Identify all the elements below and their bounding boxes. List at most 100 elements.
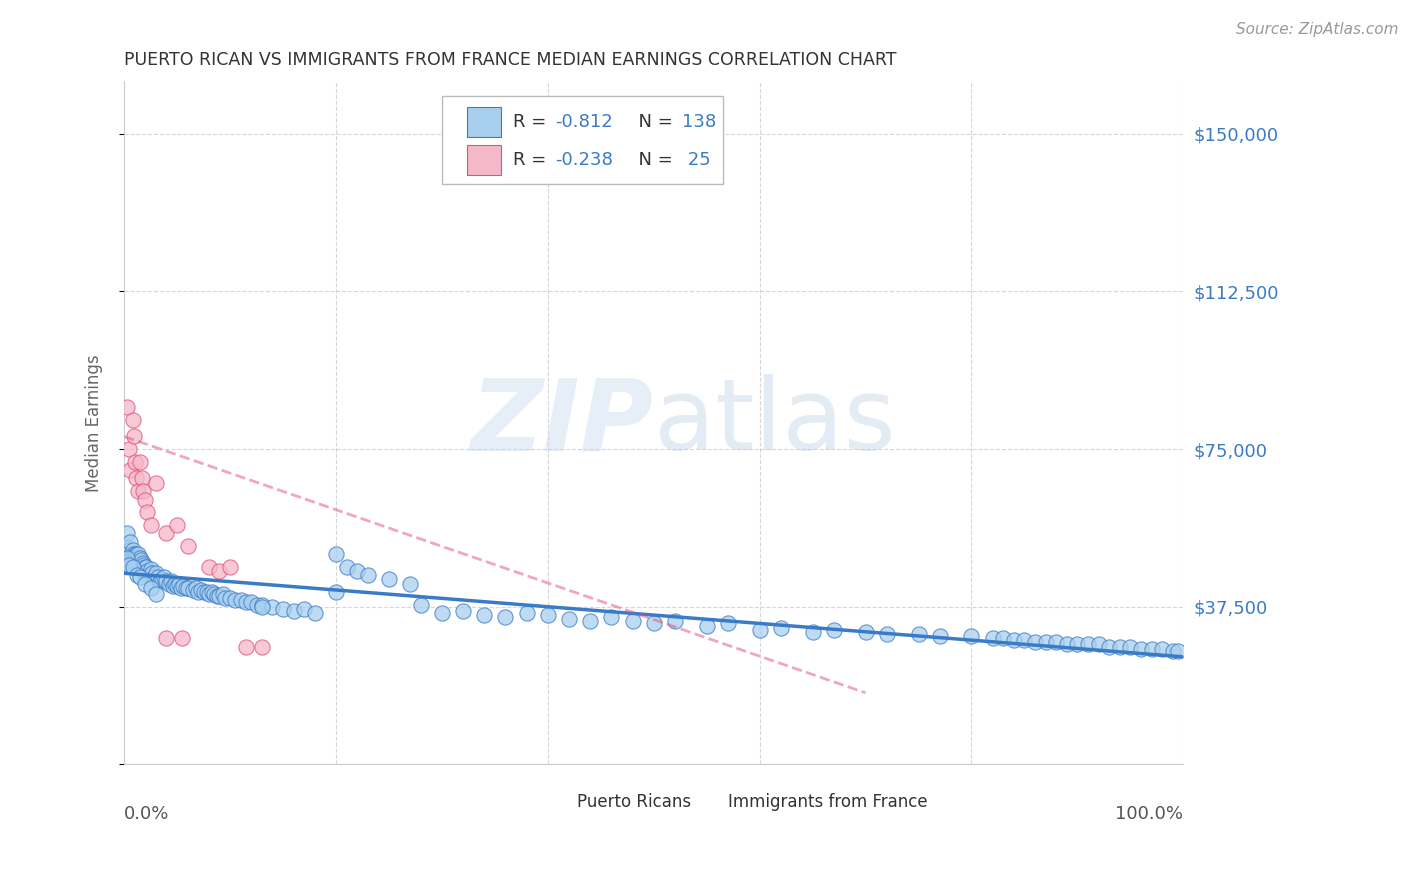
Point [378, 573, 401, 587]
Point [292, 601, 315, 615]
Point [240, 595, 263, 609]
Point [1087, 638, 1109, 652]
Point [129, 570, 152, 584]
Point [124, 558, 146, 572]
Point [134, 576, 156, 591]
Point [516, 606, 538, 620]
Point [121, 556, 143, 570]
Point [1066, 638, 1088, 652]
Text: -0.812: -0.812 [555, 113, 613, 131]
Point [132, 484, 155, 499]
Point [145, 587, 167, 601]
Point [172, 631, 194, 645]
Text: 100.0%: 100.0% [1115, 805, 1184, 823]
Point [1119, 640, 1142, 654]
Point [409, 598, 432, 612]
Point [117, 526, 139, 541]
Point [139, 562, 162, 576]
Point [122, 547, 145, 561]
Point [186, 581, 208, 595]
Point [1152, 641, 1174, 656]
Point [124, 549, 146, 564]
Point [121, 559, 143, 574]
Point [181, 582, 204, 597]
Point [125, 471, 148, 485]
Point [283, 604, 305, 618]
Text: N =: N = [627, 113, 679, 131]
Point [558, 612, 581, 626]
Text: R =: R = [513, 152, 551, 169]
Text: Puerto Ricans: Puerto Ricans [578, 793, 692, 811]
Point [537, 608, 560, 623]
FancyBboxPatch shape [467, 107, 501, 137]
Text: Immigrants from France: Immigrants from France [728, 793, 928, 811]
Point [135, 559, 157, 574]
Point [167, 576, 190, 591]
Text: 138: 138 [682, 113, 717, 131]
Point [195, 585, 218, 599]
Point [1108, 640, 1130, 654]
Point [176, 581, 198, 595]
Point [150, 573, 173, 587]
Point [621, 615, 644, 629]
Point [981, 631, 1004, 645]
Text: 0.0%: 0.0% [124, 805, 170, 823]
Point [717, 616, 740, 631]
Point [145, 475, 167, 490]
Point [201, 585, 224, 599]
Point [121, 559, 143, 574]
Point [304, 606, 326, 620]
Point [271, 601, 294, 615]
Point [1140, 641, 1163, 656]
Point [120, 534, 142, 549]
Point [117, 547, 139, 561]
Point [170, 581, 193, 595]
Point [136, 564, 159, 578]
Point [430, 606, 453, 620]
Point [117, 400, 139, 414]
Point [664, 615, 686, 629]
Point [155, 526, 177, 541]
Point [193, 585, 215, 599]
Point [208, 589, 231, 603]
Point [128, 556, 150, 570]
Point [235, 640, 257, 654]
Point [134, 492, 156, 507]
Text: ZIP: ZIP [471, 375, 654, 471]
Point [1098, 640, 1121, 654]
Point [125, 547, 148, 561]
Point [250, 599, 273, 614]
Point [134, 566, 156, 580]
Point [125, 553, 148, 567]
Point [235, 595, 257, 609]
Point [149, 574, 172, 589]
Point [224, 593, 246, 607]
Point [162, 579, 184, 593]
Point [141, 566, 163, 580]
Point [1024, 635, 1046, 649]
Point [155, 574, 177, 589]
Point [139, 581, 162, 595]
FancyBboxPatch shape [534, 787, 568, 817]
Point [129, 553, 152, 567]
Point [207, 589, 229, 603]
Point [993, 631, 1015, 645]
Point [198, 559, 221, 574]
Point [139, 517, 162, 532]
Point [451, 604, 474, 618]
Point [346, 564, 368, 578]
Point [131, 471, 153, 485]
FancyBboxPatch shape [685, 787, 718, 817]
Point [127, 547, 149, 561]
Point [121, 543, 143, 558]
Point [127, 484, 149, 499]
Point [129, 455, 152, 469]
Point [335, 559, 357, 574]
Point [1035, 635, 1057, 649]
Point [118, 442, 141, 456]
Point [166, 517, 188, 532]
Point [1014, 633, 1036, 648]
Point [155, 631, 177, 645]
Point [579, 615, 602, 629]
Point [325, 585, 347, 599]
